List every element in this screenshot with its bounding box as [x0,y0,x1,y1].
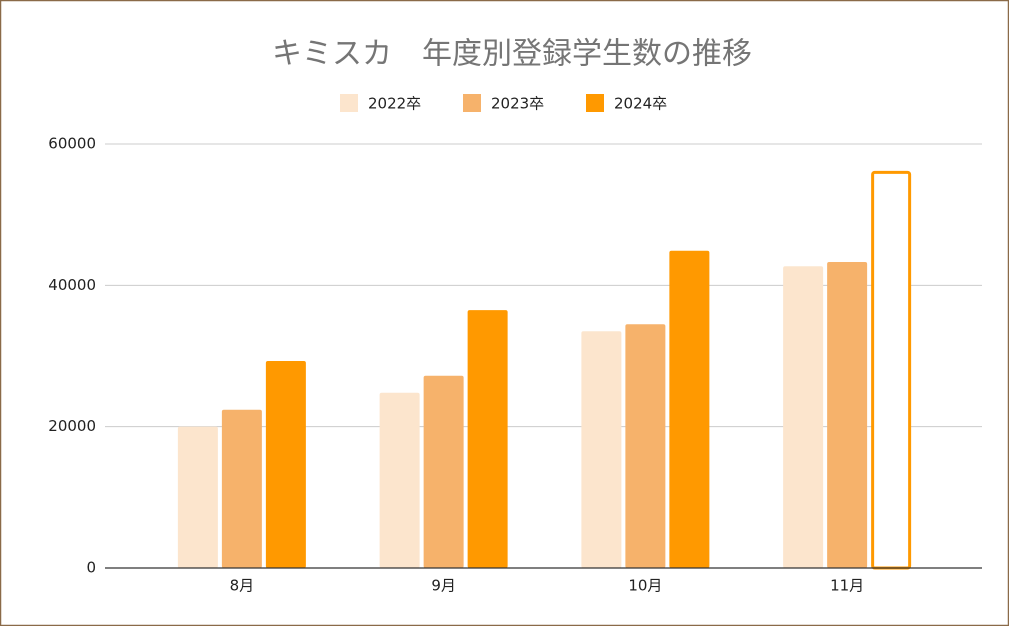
y-tick-label: 0 [86,559,96,577]
bar [379,392,420,568]
legend-swatch [340,94,358,112]
bar [221,409,262,568]
chart-title: キミスカ 年度別登録学生数の推移 [272,37,752,72]
x-tick-label: 8月 [230,577,255,595]
bar [265,360,306,568]
legend-swatch [586,94,604,112]
legend-label: 2024卒 [614,95,667,113]
bar [467,310,508,568]
bar [871,170,912,570]
bar [177,426,218,568]
bar [625,324,666,568]
y-tick-label: 20000 [48,417,96,435]
bar [423,375,464,568]
x-tick-label: 10月 [628,577,662,595]
bar [783,266,824,568]
bar [581,331,622,568]
legend-swatch [463,94,481,112]
bar [827,262,868,568]
legend-label: 2023卒 [491,95,544,113]
bar [669,250,710,568]
y-tick-label: 40000 [48,276,96,294]
legend-label: 2022卒 [368,95,421,113]
y-tick-label: 60000 [48,135,96,153]
x-tick-label: 9月 [431,577,456,595]
x-tick-label: 11月 [830,577,864,595]
